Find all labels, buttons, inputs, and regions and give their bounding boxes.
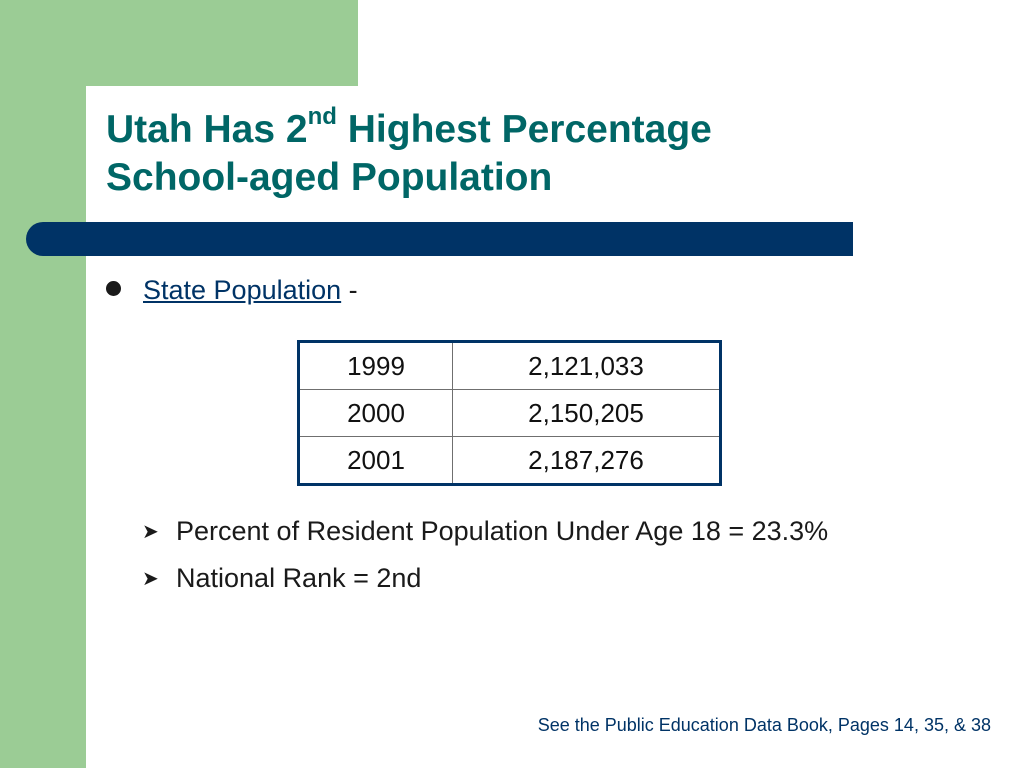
- list-item: ➤ Percent of Resident Population Under Ag…: [142, 508, 828, 555]
- sub-bullet-list: ➤ Percent of Resident Population Under Ag…: [142, 508, 828, 602]
- year-cell: 2000: [298, 389, 453, 437]
- bullet-dot-icon: [106, 281, 121, 296]
- population-table: 1999 2,121,033 2000 2,150,205 2001 2,187…: [297, 340, 722, 486]
- content-corner: [86, 86, 166, 166]
- population-cell: 2,187,276: [452, 436, 721, 485]
- title-superscript: nd: [307, 103, 337, 130]
- footer-citation: See the Public Education Data Book, Page…: [537, 715, 991, 735]
- table-row: 2000 2,150,205: [298, 389, 721, 437]
- sub-bullet-text: National Rank = 2nd: [176, 563, 422, 593]
- bullet-state-population: State Population -: [106, 275, 358, 306]
- bullet-suffix: -: [341, 275, 358, 305]
- slide-title: Utah Has 2nd Highest Percentage School-a…: [106, 103, 712, 202]
- title-line2: School-aged Population: [106, 156, 553, 199]
- title-line1-end: Highest Percentage: [336, 108, 712, 151]
- year-cell: 2001: [298, 436, 453, 485]
- list-item: ➤ National Rank = 2nd: [142, 555, 828, 602]
- table-row: 1999 2,121,033: [298, 341, 721, 390]
- arrow-bullet-icon: ➤: [142, 521, 159, 543]
- accent-bar: [26, 222, 853, 256]
- table-row: 2001 2,187,276: [298, 436, 721, 485]
- side-panel: [0, 0, 86, 768]
- population-cell: 2,121,033: [452, 341, 721, 390]
- arrow-bullet-icon: ➤: [142, 568, 159, 590]
- title-line1-start: Utah Has 2: [106, 108, 308, 151]
- year-cell: 1999: [298, 341, 453, 390]
- sub-bullet-text: Percent of Resident Population Under Age…: [176, 516, 829, 546]
- top-panel: [0, 0, 358, 86]
- state-population-link[interactable]: State Population: [143, 275, 342, 305]
- population-cell: 2,150,205: [452, 389, 721, 437]
